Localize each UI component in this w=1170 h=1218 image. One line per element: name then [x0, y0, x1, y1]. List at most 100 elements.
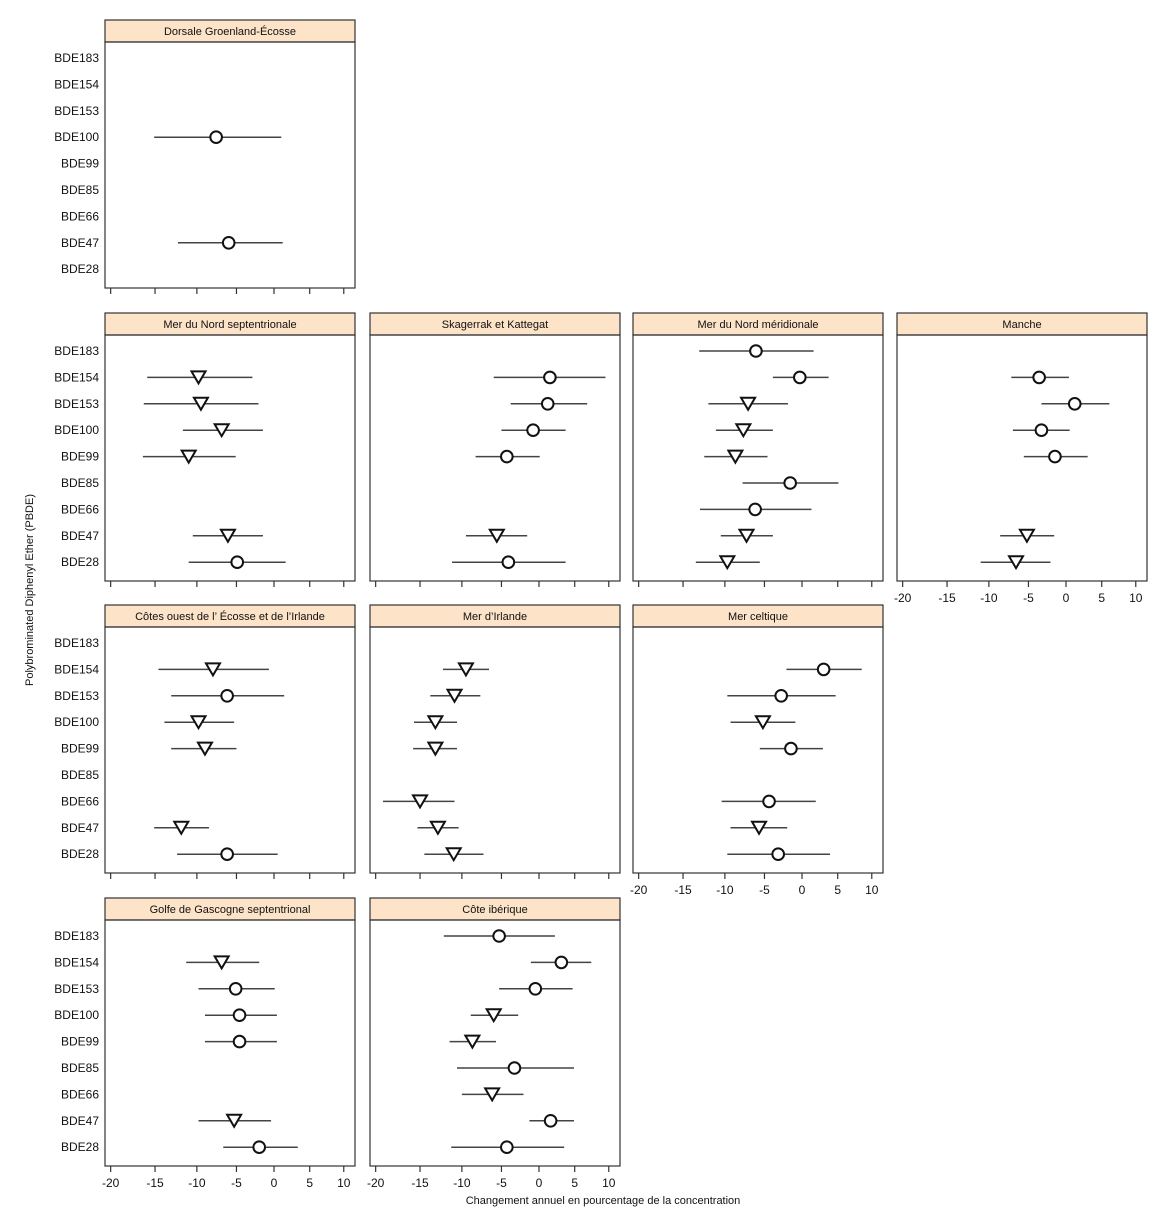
estimate-triangle	[739, 396, 757, 412]
x-tick-label: -20	[630, 883, 648, 897]
estimate-triangle	[488, 528, 506, 544]
y-tick-label: BDE28	[61, 262, 99, 276]
x-tick-label: -5	[759, 883, 770, 897]
estimate-circle	[1048, 449, 1062, 464]
estimate-triangle	[750, 820, 768, 836]
x-tick-label: -15	[938, 591, 956, 605]
x-tick-label: 0	[1063, 591, 1070, 605]
estimate-circle	[540, 397, 555, 411]
x-tick-label: 10	[1129, 591, 1143, 605]
panel-frame	[104, 919, 356, 1167]
estimate-triangle	[219, 528, 237, 544]
y-tick-label: BDE47	[61, 821, 99, 835]
y-axis-title: Polybrominated Diphenyl Ether (PBDE)	[24, 494, 36, 686]
panel: Côtes ouest de l’ Écosse et de l’Irlande…	[54, 604, 356, 879]
estimate-triangle	[172, 820, 190, 836]
panel-frame	[369, 626, 621, 874]
estimate-circle	[1034, 423, 1049, 438]
estimate-circle	[230, 555, 245, 570]
y-tick-label: BDE100	[54, 715, 99, 729]
y-tick-label: BDE183	[54, 929, 99, 943]
panel-frame	[104, 334, 356, 582]
estimate-triangle	[426, 715, 445, 731]
panel: Mer du Nord méridionale	[632, 312, 884, 587]
estimate-circle	[771, 847, 785, 862]
estimate-circle	[221, 236, 236, 250]
estimate-triangle	[212, 423, 231, 439]
y-tick-label: BDE47	[61, 529, 99, 543]
estimate-triangle	[444, 847, 463, 863]
y-tick-label: BDE154	[54, 77, 99, 91]
y-tick-label: BDE99	[61, 742, 99, 756]
x-tick-label: 10	[337, 1176, 351, 1190]
estimate-triangle	[1018, 528, 1036, 544]
estimate-circle	[526, 423, 540, 438]
panel-frame	[369, 334, 621, 582]
estimate-triangle	[204, 662, 222, 678]
panel-title: Golfe de Gascogne septentrional	[150, 904, 311, 916]
estimate-triangle	[754, 715, 772, 731]
panel: Skagerrak et Kattegat	[369, 312, 621, 587]
panel: Manche -20 -15 -10 -5 0 5 10	[894, 312, 1148, 605]
y-tick-label: BDE28	[61, 555, 99, 569]
x-tick-label: 0	[536, 1176, 543, 1190]
estimate-circle	[554, 955, 569, 970]
estimate-triangle	[457, 662, 475, 678]
panel-title: Mer celtique	[728, 611, 788, 623]
panel: Mer celtique -20 -15 -10 -5 0 5 10	[630, 604, 884, 897]
x-tick-label: -20	[367, 1176, 385, 1190]
y-tick-label: BDE183	[54, 51, 99, 65]
x-tick-label: 5	[306, 1176, 313, 1190]
estimate-circle	[252, 1140, 267, 1154]
x-tick-label: -20	[102, 1176, 120, 1190]
y-tick-label: BDE100	[54, 1008, 99, 1022]
estimate-triangle	[484, 1008, 503, 1024]
y-tick-label: BDE28	[61, 1140, 99, 1154]
estimate-triangle	[189, 715, 208, 731]
estimate-triangle	[212, 955, 231, 971]
estimate-triangle	[1007, 555, 1025, 571]
estimate-circle	[500, 1140, 514, 1154]
panel: Mer d’Irlande	[369, 604, 621, 879]
panel-title: Skagerrak et Kattegat	[442, 319, 548, 331]
x-axis-title: Changement annuel en pourcentage de la c…	[466, 1195, 741, 1207]
x-tick-label: -10	[980, 591, 998, 605]
y-tick-label: BDE66	[61, 209, 99, 223]
estimate-circle	[762, 794, 776, 809]
estimate-triangle	[463, 1034, 482, 1050]
x-tick-label: 5	[571, 1176, 578, 1190]
y-tick-label: BDE183	[54, 636, 99, 650]
estimate-circle	[749, 344, 763, 358]
x-tick-label: 0	[799, 883, 806, 897]
estimate-circle	[1067, 397, 1082, 411]
x-tick-label: -15	[411, 1176, 429, 1190]
estimate-circle	[501, 555, 516, 570]
panel-title: Dorsale Groenland-Écosse	[164, 25, 296, 38]
panel-title: Mer du Nord méridionale	[697, 319, 818, 331]
estimate-circle	[543, 1114, 558, 1128]
estimate-triangle	[718, 555, 737, 571]
y-tick-label: BDE153	[54, 689, 99, 703]
y-tick-label: BDE154	[54, 662, 99, 676]
y-tick-label: BDE154	[54, 370, 99, 384]
y-tick-label: BDE99	[61, 157, 99, 171]
estimate-circle	[500, 449, 514, 464]
panel-frame	[369, 919, 621, 1167]
y-tick-label: BDE28	[61, 847, 99, 861]
estimate-triangle	[411, 794, 429, 810]
panel: Golfe de Gascogne septentrional -20 -15 -10…	[54, 897, 356, 1190]
x-tick-label: -5	[231, 1176, 242, 1190]
y-tick-label: BDE47	[61, 1114, 99, 1128]
y-tick-label: BDE85	[61, 1061, 99, 1075]
panel: Côte ibérique -20 -15 -10 -5 0 5 10	[367, 897, 621, 1190]
estimate-triangle	[734, 423, 753, 439]
x-tick-label: -15	[674, 883, 692, 897]
estimate-triangle	[426, 741, 445, 757]
estimate-triangle	[196, 741, 214, 757]
y-tick-label: BDE153	[54, 982, 99, 996]
y-tick-label: BDE85	[61, 768, 99, 782]
estimate-circle	[220, 689, 234, 703]
estimate-circle	[748, 502, 762, 517]
estimate-circle	[507, 1061, 522, 1075]
